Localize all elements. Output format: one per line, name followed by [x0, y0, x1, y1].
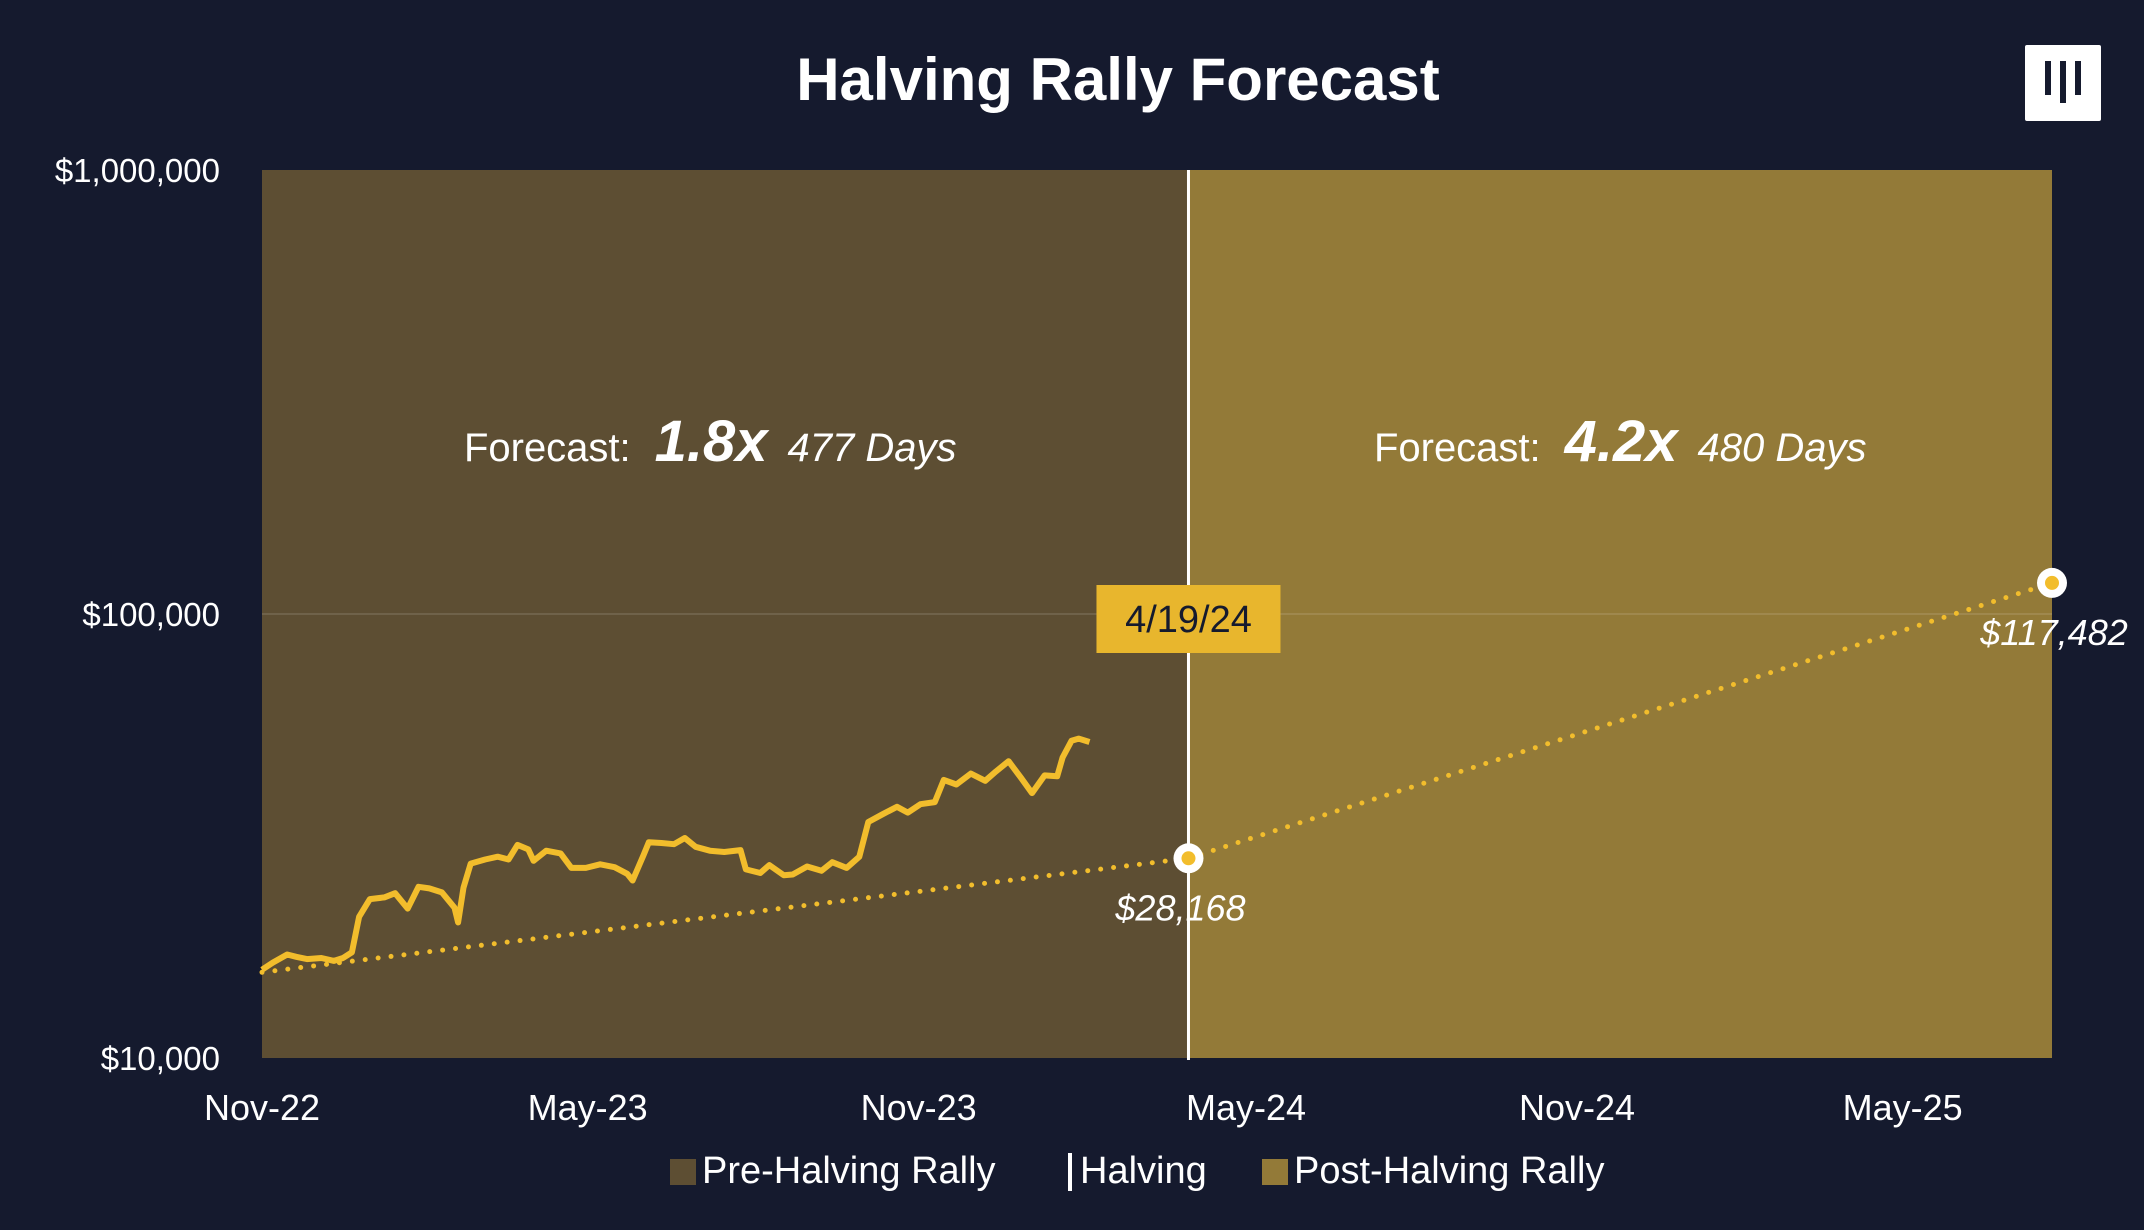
annotation-label: $117,482: [1979, 612, 2127, 653]
series-btc-price: [260, 735, 1091, 973]
brand-logo-icon: [2025, 45, 2101, 121]
halving-date-box: [1096, 585, 1281, 653]
forecast-label-pre: Forecast: 1.8x 477 Days: [464, 409, 957, 474]
forecast-multiplier: 4.2x: [1564, 409, 1681, 474]
chart-legend: Pre-Halving Rally Halving Post-Halving R…: [0, 1150, 2144, 1200]
y-tick-label: $10,000: [101, 1040, 220, 1077]
y-tick-label: $100,000: [82, 596, 220, 633]
x-tick-label: Nov-23: [861, 1087, 977, 1128]
legend-item-pre-halving: Pre-Halving Rally: [670, 1150, 996, 1193]
x-tick-label: May-23: [528, 1087, 648, 1128]
chart-title: Halving Rally Forecast: [796, 46, 1440, 113]
forecast-multiplier: 1.8x: [655, 409, 771, 474]
forecast-prefix: Forecast:: [1374, 426, 1541, 470]
legend-item-halving: Halving: [1068, 1150, 1207, 1193]
annotation-marker-inner: [2045, 575, 2059, 590]
legend-label-halving: Halving: [1080, 1150, 1207, 1192]
forecast-days: 480 Days: [1698, 426, 1867, 470]
legend-line-halving: [1068, 1152, 1072, 1191]
y-tick-label: $1,000,000: [55, 152, 220, 189]
x-tick-label: May-24: [1186, 1087, 1306, 1128]
region-pre-halving: [262, 170, 1189, 1058]
legend-swatch-pre-halving: [670, 1158, 696, 1185]
forecast-label-post: Forecast: 4.2x 480 Days: [1374, 409, 1867, 474]
legend-label-post-halving: Post-Halving Rally: [1294, 1150, 1605, 1192]
annotation-label: $28,168: [1114, 887, 1245, 928]
forecast-days: 477 Days: [788, 426, 957, 470]
forecast-prefix: Forecast:: [464, 426, 631, 470]
legend-item-post-halving: Post-Halving Rally: [1262, 1150, 1604, 1193]
annotation-marker-inner: [1181, 851, 1196, 866]
series-pre-halving-forecast-path: [259, 855, 1191, 975]
series-post-halving-forecast-path: [1186, 580, 2055, 861]
legend-label-pre-halving: Pre-Halving Rally: [702, 1150, 996, 1192]
x-tick-label: Nov-24: [1519, 1087, 1635, 1128]
x-tick-label: Nov-22: [204, 1087, 320, 1128]
x-tick-label: May-25: [1843, 1087, 1963, 1128]
legend-swatch-post-halving: [1262, 1158, 1288, 1185]
region-post-halving: [1188, 170, 2052, 1058]
halving-date-label: 4/19/24: [1125, 599, 1252, 641]
